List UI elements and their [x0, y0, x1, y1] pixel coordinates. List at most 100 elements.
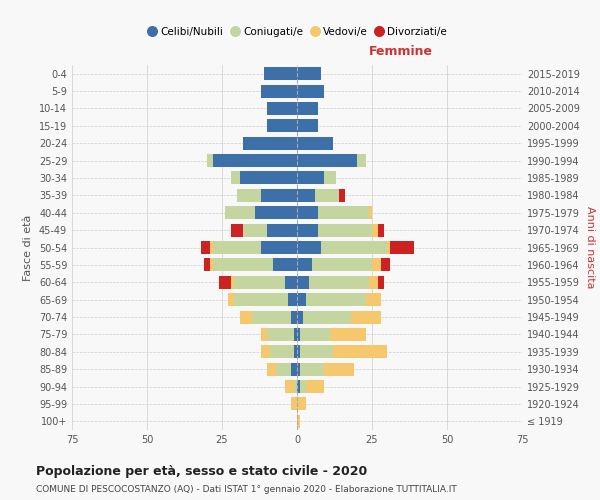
Bar — [378, 276, 384, 289]
Bar — [369, 206, 372, 220]
Bar — [297, 102, 318, 115]
Bar — [312, 258, 372, 272]
Bar — [318, 224, 372, 236]
Bar — [351, 310, 381, 324]
Bar — [285, 276, 297, 289]
Bar — [231, 224, 243, 236]
Bar — [297, 189, 315, 202]
Text: Popolazione per età, sesso e stato civile - 2020: Popolazione per età, sesso e stato civil… — [36, 465, 367, 478]
Bar — [294, 380, 297, 393]
Y-axis label: Fasce di età: Fasce di età — [23, 214, 33, 280]
Bar — [321, 241, 387, 254]
Bar — [261, 346, 270, 358]
Bar — [267, 362, 276, 376]
Bar — [324, 172, 336, 184]
Bar — [213, 258, 273, 272]
Bar — [291, 362, 297, 376]
Legend: Celibi/Nubili, Coniugati/e, Vedovi/e, Divorziati/e: Celibi/Nubili, Coniugati/e, Vedovi/e, Di… — [143, 23, 451, 42]
Bar — [297, 84, 324, 98]
Bar — [297, 293, 306, 306]
Bar — [237, 189, 261, 202]
Bar — [267, 328, 294, 341]
Bar — [252, 310, 291, 324]
Bar — [273, 258, 297, 272]
Bar — [297, 120, 318, 132]
Bar — [240, 310, 252, 324]
Bar — [231, 276, 234, 289]
Bar — [228, 293, 234, 306]
Bar — [201, 241, 210, 254]
Bar — [297, 276, 309, 289]
Bar — [243, 224, 267, 236]
Bar — [297, 310, 303, 324]
Bar — [297, 224, 318, 236]
Bar — [372, 258, 381, 272]
Bar — [297, 398, 306, 410]
Bar — [300, 328, 330, 341]
Bar — [318, 206, 369, 220]
Bar — [300, 362, 324, 376]
Bar — [207, 154, 213, 167]
Bar — [315, 189, 339, 202]
Bar — [309, 276, 369, 289]
Bar — [297, 206, 318, 220]
Bar — [231, 172, 240, 184]
Bar — [330, 328, 366, 341]
Bar — [240, 172, 297, 184]
Bar — [297, 241, 321, 254]
Bar — [291, 310, 297, 324]
Bar — [300, 346, 333, 358]
Bar — [270, 346, 294, 358]
Bar — [261, 328, 267, 341]
Y-axis label: Anni di nascita: Anni di nascita — [585, 206, 595, 289]
Bar — [306, 380, 324, 393]
Bar — [234, 276, 285, 289]
Bar — [297, 328, 300, 341]
Bar — [297, 362, 300, 376]
Bar — [267, 102, 297, 115]
Bar — [357, 154, 366, 167]
Bar — [297, 258, 312, 272]
Bar — [285, 380, 294, 393]
Bar — [297, 154, 357, 167]
Bar — [297, 136, 333, 149]
Bar — [297, 172, 324, 184]
Bar — [294, 346, 297, 358]
Bar — [213, 241, 261, 254]
Bar — [306, 293, 366, 306]
Bar — [297, 415, 300, 428]
Text: Femmine: Femmine — [368, 44, 433, 58]
Bar — [267, 120, 297, 132]
Bar — [264, 67, 297, 80]
Bar — [297, 346, 300, 358]
Bar — [369, 276, 378, 289]
Bar — [303, 310, 351, 324]
Bar — [204, 258, 210, 272]
Bar — [297, 380, 300, 393]
Bar — [276, 362, 291, 376]
Bar — [390, 241, 414, 254]
Bar — [261, 84, 297, 98]
Bar — [300, 380, 306, 393]
Bar — [225, 206, 255, 220]
Bar — [267, 224, 297, 236]
Text: COMUNE DI PESCOCOSTANZO (AQ) - Dati ISTAT 1° gennaio 2020 - Elaborazione TUTTITA: COMUNE DI PESCOCOSTANZO (AQ) - Dati ISTA… — [36, 485, 457, 494]
Bar — [378, 224, 384, 236]
Bar — [210, 258, 213, 272]
Bar — [291, 398, 297, 410]
Bar — [294, 328, 297, 341]
Bar — [324, 362, 354, 376]
Bar — [333, 346, 387, 358]
Bar — [366, 293, 381, 306]
Bar — [213, 154, 297, 167]
Bar — [219, 276, 231, 289]
Bar — [261, 189, 297, 202]
Bar — [381, 258, 390, 272]
Bar — [288, 293, 297, 306]
Bar — [387, 241, 390, 254]
Bar — [261, 241, 297, 254]
Bar — [234, 293, 288, 306]
Bar — [297, 67, 321, 80]
Bar — [255, 206, 297, 220]
Bar — [243, 136, 297, 149]
